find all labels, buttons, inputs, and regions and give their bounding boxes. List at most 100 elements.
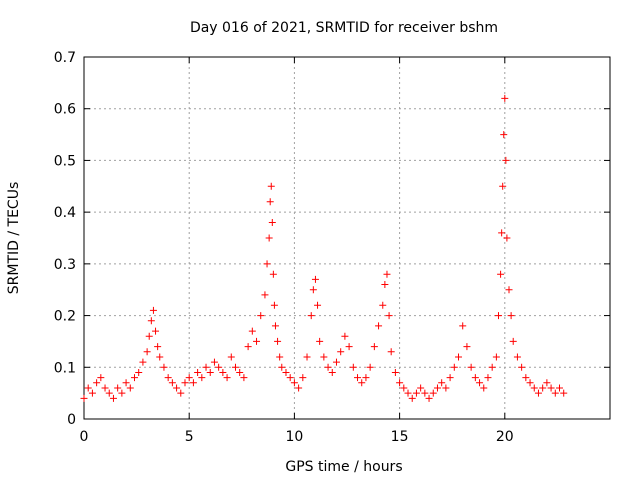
data-point <box>404 389 412 397</box>
data-point <box>240 374 248 382</box>
data-point <box>276 353 284 361</box>
y-tick-label: 0.2 <box>54 309 76 325</box>
data-point <box>84 384 92 392</box>
data-point <box>215 363 223 371</box>
data-point <box>206 368 214 376</box>
data-point <box>253 337 261 345</box>
data-point <box>408 394 416 402</box>
data-point <box>147 317 155 325</box>
data-point <box>105 389 113 397</box>
y-tick-label: 0.6 <box>54 102 76 118</box>
data-point <box>484 374 492 382</box>
data-point <box>139 358 147 366</box>
data-point <box>101 384 109 392</box>
data-point <box>307 312 315 320</box>
data-point <box>189 379 197 387</box>
data-point <box>354 374 362 382</box>
x-axis-label: GPS time / hours <box>285 459 402 475</box>
data-point <box>290 379 298 387</box>
data-point <box>160 363 168 371</box>
data-point <box>324 363 332 371</box>
data-point <box>311 275 319 283</box>
data-point <box>97 374 105 382</box>
data-point <box>320 353 328 361</box>
data-point <box>109 394 117 402</box>
data-point <box>135 368 143 376</box>
data-point <box>263 260 271 268</box>
data-point <box>358 379 366 387</box>
data-point <box>149 306 157 314</box>
data-point <box>227 353 235 361</box>
data-point <box>118 389 126 397</box>
data-point <box>383 270 391 278</box>
data-point <box>130 374 138 382</box>
data-point <box>509 337 517 345</box>
plot-frame <box>83 56 611 420</box>
data-point <box>438 379 446 387</box>
data-point <box>126 384 134 392</box>
data-point <box>385 312 393 320</box>
data-point <box>471 374 479 382</box>
data-point <box>198 374 206 382</box>
data-point <box>261 291 269 299</box>
data-point <box>429 389 437 397</box>
data-point <box>502 156 510 164</box>
x-tick-label: 20 <box>496 429 514 445</box>
data-point <box>173 384 181 392</box>
data-point <box>370 343 378 351</box>
data-point <box>257 312 265 320</box>
data-point <box>480 384 488 392</box>
data-point <box>450 363 458 371</box>
data-point <box>497 270 505 278</box>
data-point <box>332 358 340 366</box>
data-markers <box>80 94 568 402</box>
data-point <box>341 332 349 340</box>
data-point <box>494 312 502 320</box>
data-point <box>269 270 277 278</box>
data-point <box>412 389 420 397</box>
axis-ticks <box>83 56 610 420</box>
data-point <box>421 389 429 397</box>
y-axis-label: SRMTID / TECUs <box>6 182 22 295</box>
data-point <box>274 337 282 345</box>
data-point <box>560 389 568 397</box>
data-point <box>295 384 303 392</box>
data-point <box>244 343 252 351</box>
data-point <box>492 353 500 361</box>
data-point <box>202 363 210 371</box>
data-point <box>114 384 122 392</box>
tick-labels: 0 5 10 15 20 0 0.1 0.2 0.3 0.4 0.5 0.6 0.7 <box>54 50 514 445</box>
data-point <box>526 379 534 387</box>
data-point <box>518 363 526 371</box>
data-point <box>417 384 425 392</box>
grid <box>84 57 610 419</box>
data-point <box>299 374 307 382</box>
data-point <box>80 394 88 402</box>
data-point <box>396 379 404 387</box>
data-point <box>266 198 274 206</box>
data-point <box>88 389 96 397</box>
data-point <box>503 234 511 242</box>
data-point <box>309 286 317 294</box>
data-point <box>145 332 153 340</box>
data-point <box>366 363 374 371</box>
x-tick-label: 15 <box>391 429 409 445</box>
data-point <box>143 348 151 356</box>
data-point <box>154 343 162 351</box>
data-point <box>467 363 475 371</box>
data-point <box>433 384 441 392</box>
data-point <box>236 368 244 376</box>
data-point <box>425 394 433 402</box>
x-tick-label: 0 <box>80 429 89 445</box>
data-point <box>177 389 185 397</box>
data-point <box>501 94 509 102</box>
data-point <box>270 301 278 309</box>
data-point <box>522 374 530 382</box>
data-point <box>93 379 101 387</box>
data-point <box>303 353 311 361</box>
data-point <box>267 182 275 190</box>
data-point <box>349 363 357 371</box>
y-tick-label: 0.1 <box>54 360 76 376</box>
data-point <box>375 322 383 330</box>
